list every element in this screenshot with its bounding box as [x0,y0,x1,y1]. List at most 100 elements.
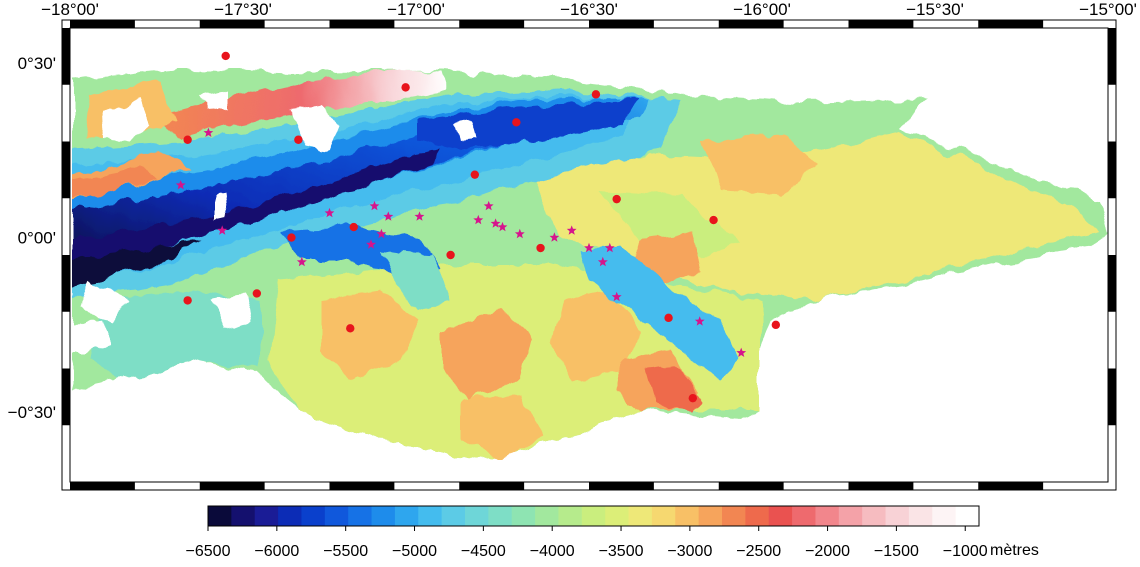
sample-dot [470,170,480,179]
frame-tick-top [718,20,784,28]
sample-star [217,225,228,235]
longitude-labels: −18°00' −17°30' −17°00' −16°30' −16°00' −15°3… [41,0,1137,19]
lon-tick-label: −15°30' [906,0,964,19]
colorbar-tick-label: −5500 [323,543,368,560]
sample-star [366,239,376,249]
sample-star [473,214,484,225]
sample-dot [771,320,781,330]
colorbar-cell [862,506,887,526]
frame-tick-left [62,368,70,426]
frame-tick-top [459,20,525,28]
colorbar-cell [348,506,373,526]
colorbar-cell [908,506,933,526]
frame-tick-top [199,20,265,28]
sample-star [611,291,622,302]
frame-tick-top [978,20,1044,28]
bathymetry-surface [72,68,1108,460]
colorbar-cell [815,506,840,526]
colorbar-tick-label: −2500 [736,543,781,560]
sample-star [549,232,560,242]
sample-dot [612,194,621,204]
frame-tick-top [329,20,395,28]
sample-stars [175,127,747,357]
frame-tick-top [589,20,654,28]
sample-star [376,228,387,239]
frame-tick-bottom [978,482,1044,490]
sample-star [584,242,594,253]
frame-tick-bottom [329,482,395,490]
colorbar-tick-label: −1000 [943,543,988,560]
lon-tick-label: −15°00' [1079,0,1137,19]
colorbar-tick-label: −1500 [874,543,919,560]
sample-star [694,316,705,326]
sample-dot [664,313,673,323]
sample-dots [183,51,781,403]
frame-tick-left [62,255,70,312]
colorbar-cell [651,506,676,526]
frame-tick-top [70,20,135,28]
sample-star [175,180,186,190]
colorbar-tick-label: −4500 [461,543,506,560]
sample-dot [346,324,355,333]
colorbar-cell [371,506,396,526]
sample-star [414,211,425,221]
sample-star [490,218,501,228]
sample-dot [401,83,410,92]
lat-tick-label: −0°30' [8,403,56,422]
sample-star [566,225,577,235]
lon-tick-label: −18°00' [41,0,99,19]
colorbar-cell [511,506,536,526]
frame-tick-bottom [589,482,654,490]
colorbar-tick-label: −2000 [805,543,850,560]
colorbar-cell [394,506,419,526]
colorbar-cell [278,506,302,526]
frame-tick-bottom [459,482,525,490]
colorbar-cell [231,506,256,526]
lon-tick-label: −17°30' [214,0,272,19]
sample-dot [221,51,230,61]
sample-star [497,221,508,232]
frame-tick-right [1108,255,1116,312]
colorbar-cell [745,506,770,526]
sample-star [324,207,335,218]
colorbar-cell [838,506,863,526]
frame-tick-bottom [718,482,784,490]
colorbar-cell [324,506,349,526]
frame-tick-right [1108,141,1116,199]
latitude-labels: 0°30' 0°00' −0°30' [8,54,56,422]
sample-dot [252,289,262,298]
sample-star [383,211,394,221]
colorbar-cell [932,506,957,526]
sample-star [296,256,307,267]
colorbar: −6500 −6000 −5500 −5000 −4500 −4000 −3500 −3000… [186,505,1039,560]
sample-dot [709,215,718,225]
colorbar-tick-label: −3500 [599,543,644,560]
sample-star [483,200,494,211]
colorbar-cell [301,506,326,526]
frame-tick-right [1108,368,1116,426]
colorbar-cell [628,506,653,526]
colorbar-cell [254,506,279,526]
sample-dot [591,90,601,99]
sample-star [597,256,608,267]
colorbar-tick-label: −6500 [186,543,231,560]
colorbar-cell [955,506,980,526]
frame-tick-left [62,28,70,85]
frame-tick-bottom [848,482,914,490]
frame-tick-right [1108,28,1116,85]
colorbar-cell [722,506,746,526]
sample-star [514,228,525,239]
colorbar-cell [441,506,466,526]
sample-dot [183,296,192,305]
sample-dot [536,243,545,253]
lat-tick-label: 0°00' [18,229,56,248]
colorbar-cell [885,506,910,526]
sample-star [736,347,747,357]
colorbar-tick-label: −6000 [254,543,299,560]
sample-star [369,200,380,211]
frame-tick-top [848,20,914,28]
sample-star [203,127,214,137]
sample-star [604,242,615,253]
colorbar-cell [605,506,630,526]
sample-dot [287,233,296,242]
